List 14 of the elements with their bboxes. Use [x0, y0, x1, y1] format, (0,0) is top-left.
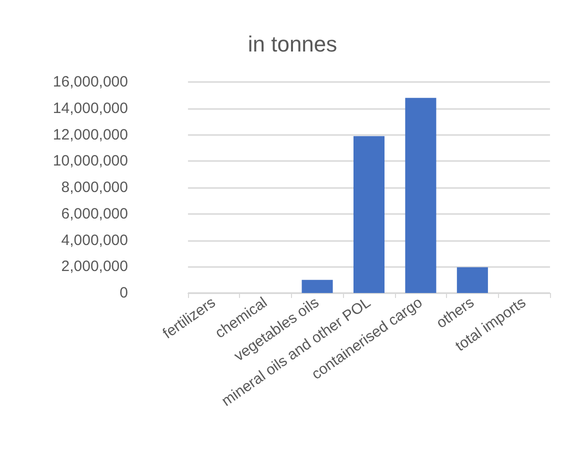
y-tick-label: 10,000,000 [52, 152, 128, 170]
y-tick-label: 16,000,000 [52, 74, 128, 90]
y-tick-label: 12,000,000 [52, 126, 128, 144]
bar [456, 267, 488, 293]
bar [302, 280, 333, 293]
bar [405, 98, 436, 293]
y-tick-label: 4,000,000 [61, 232, 128, 249]
bar [353, 136, 385, 293]
y-tick-label: 8,000,000 [61, 179, 128, 196]
y-tick-label: 6,000,000 [61, 205, 128, 222]
y-tick-label: 14,000,000 [52, 100, 128, 117]
chart-title: in tonnes [248, 32, 338, 56]
y-tick-label: 0 [120, 284, 128, 302]
y-tick-label: 2,000,000 [61, 258, 128, 276]
